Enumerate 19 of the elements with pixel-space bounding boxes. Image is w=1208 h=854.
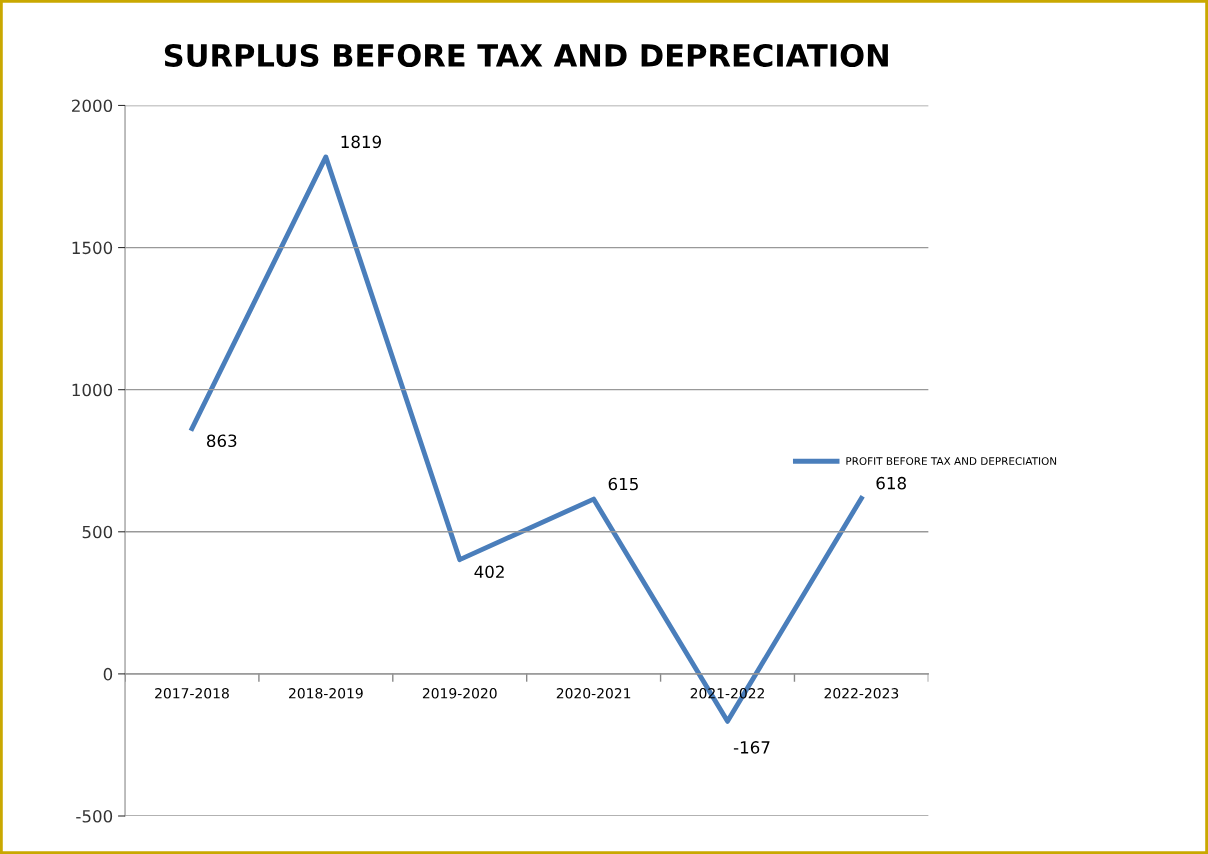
data-label: -167	[733, 741, 770, 754]
x-tick-label: 2022-2023	[824, 688, 899, 699]
x-tick-label: 2017-2018	[155, 688, 229, 699]
y-tick-label: 500	[82, 525, 113, 539]
data-label: 863	[206, 434, 237, 448]
legend-label: PROFIT BEFORE TAX AND DEPRECIATION	[846, 457, 1057, 466]
x-tick-label: 2020-2021	[556, 688, 631, 699]
data-label: 402	[474, 565, 504, 579]
data-label: 615	[608, 477, 638, 491]
x-tick-label: 2018-2019	[289, 688, 363, 699]
x-tick-label: 2019-2020	[422, 688, 497, 699]
y-tick-label: 1500	[72, 241, 113, 255]
chart-title: SURPLUS BEFORE TAX AND DEPRECIATION	[164, 43, 888, 68]
y-tick-label: 1000	[72, 383, 113, 397]
y-tick-label: -500	[76, 809, 113, 823]
y-tick-label: 2000	[72, 99, 113, 113]
data-label: 1819	[341, 135, 381, 149]
y-tick-label: 0	[103, 667, 113, 681]
data-label: 618	[876, 476, 906, 490]
